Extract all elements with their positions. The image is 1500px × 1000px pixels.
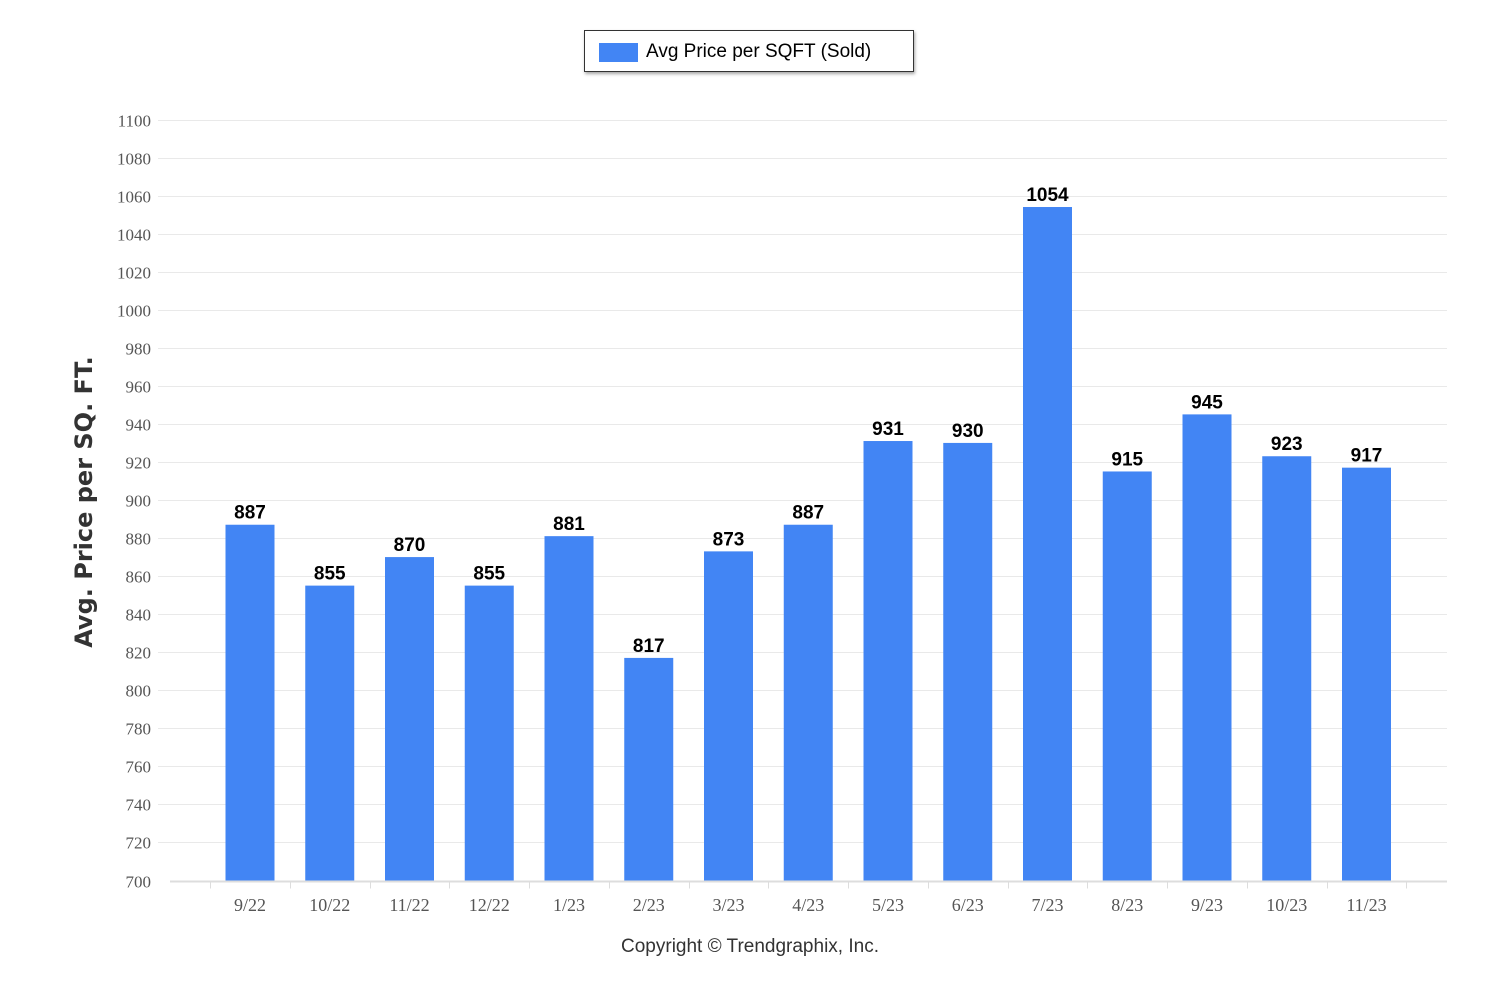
y-tick-label: 1060	[117, 188, 151, 207]
bar-value-label: 887	[234, 503, 266, 524]
legend-label: Avg Price per SQFT (Sold)	[646, 41, 872, 62]
bar-value-label: 870	[394, 535, 426, 556]
copyright-text: Copyright © Trendgraphix, Inc.	[621, 936, 879, 957]
bar-value-label: 881	[553, 514, 585, 535]
x-tick-label: 6/23	[952, 895, 984, 915]
bar[interactable]	[943, 442, 993, 881]
x-tick-label: 8/23	[1111, 895, 1143, 915]
x-tick-label: 9/23	[1191, 895, 1223, 915]
bars	[225, 207, 1391, 881]
y-tick-label: 800	[126, 682, 152, 701]
bar[interactable]	[783, 524, 833, 881]
bar-value-label: 1054	[1026, 185, 1069, 206]
bar-value-label: 855	[473, 564, 505, 585]
y-tick-label: 1000	[117, 302, 151, 321]
x-tick-label: 3/23	[712, 895, 744, 915]
y-axis-title: Avg. Price per SQ. FT.	[70, 356, 98, 648]
x-tick-label: 4/23	[792, 895, 824, 915]
y-tick-label: 1020	[117, 264, 151, 283]
legend[interactable]: Avg Price per SQFT (Sold)	[584, 30, 914, 72]
bar[interactable]	[624, 657, 674, 881]
y-tick-label: 900	[126, 492, 152, 511]
bar[interactable]	[1262, 456, 1312, 881]
y-tick-label: 960	[126, 378, 152, 397]
bar[interactable]	[464, 585, 514, 881]
bar[interactable]	[704, 551, 753, 881]
x-tick-label: 11/23	[1346, 895, 1386, 915]
bar-value-label: 873	[713, 529, 745, 550]
bar[interactable]	[225, 524, 275, 881]
bar-value-label: 917	[1351, 446, 1383, 467]
y-tick-label: 840	[126, 606, 152, 625]
y-tick-label: 860	[126, 568, 152, 587]
bar-value-label: 915	[1111, 449, 1143, 470]
x-tick-label: 10/23	[1266, 895, 1307, 915]
y-tick-label: 1100	[118, 112, 151, 131]
y-tick-label: 720	[126, 834, 152, 853]
y-tick-label: 940	[126, 416, 152, 435]
bar-value-label: 817	[633, 636, 665, 657]
y-tick-label: 700	[126, 873, 152, 892]
y-tick-label: 1080	[117, 150, 151, 169]
bar[interactable]	[1182, 414, 1232, 881]
y-tick-label: 1040	[117, 226, 151, 245]
y-tick-label: 740	[126, 796, 152, 815]
x-tick-label: 7/23	[1031, 895, 1063, 915]
y-tick-label: 920	[126, 454, 152, 473]
bar[interactable]	[1102, 471, 1152, 881]
y-tick-label: 880	[126, 530, 152, 549]
x-tick-label: 9/22	[234, 895, 266, 915]
x-tick-label: 5/23	[872, 895, 904, 915]
x-tick-label: 12/22	[469, 895, 510, 915]
x-tick-label: 11/22	[389, 895, 429, 915]
bar-value-label: 945	[1191, 392, 1223, 413]
y-tick-label: 780	[126, 720, 152, 739]
data-labels: 887 855 870 855 881 817 873 887 931 930 1054 915 945…	[234, 185, 1382, 657]
y-tick-label: 980	[126, 340, 152, 359]
bar-value-label: 931	[872, 419, 904, 440]
gridlines	[158, 120, 1447, 883]
y-tick-label: 820	[126, 644, 152, 663]
bar[interactable]	[385, 557, 434, 881]
bar-value-label: 855	[314, 564, 346, 585]
bar[interactable]	[305, 585, 355, 881]
bar[interactable]	[544, 536, 594, 881]
bar-value-label: 887	[792, 503, 824, 524]
bar[interactable]	[863, 441, 913, 881]
bar-value-label: 930	[952, 421, 984, 442]
x-axis-ticks: 9/22 10/22 11/22 12/22 1/23 2/23 3/23 4/23 5/23 6…	[210, 881, 1407, 915]
legend-swatch	[599, 43, 638, 62]
x-tick-label: 1/23	[553, 895, 585, 915]
x-tick-label: 2/23	[633, 895, 665, 915]
bar[interactable]	[1342, 467, 1391, 881]
bar-value-label: 923	[1271, 434, 1303, 455]
y-axis-ticks: 700 720 740 760 780 800 820 840 860 880 900 920 940 9…	[117, 112, 151, 892]
x-tick-label: 10/22	[309, 895, 350, 915]
bar[interactable]	[1023, 207, 1072, 881]
y-tick-label: 760	[126, 758, 152, 777]
